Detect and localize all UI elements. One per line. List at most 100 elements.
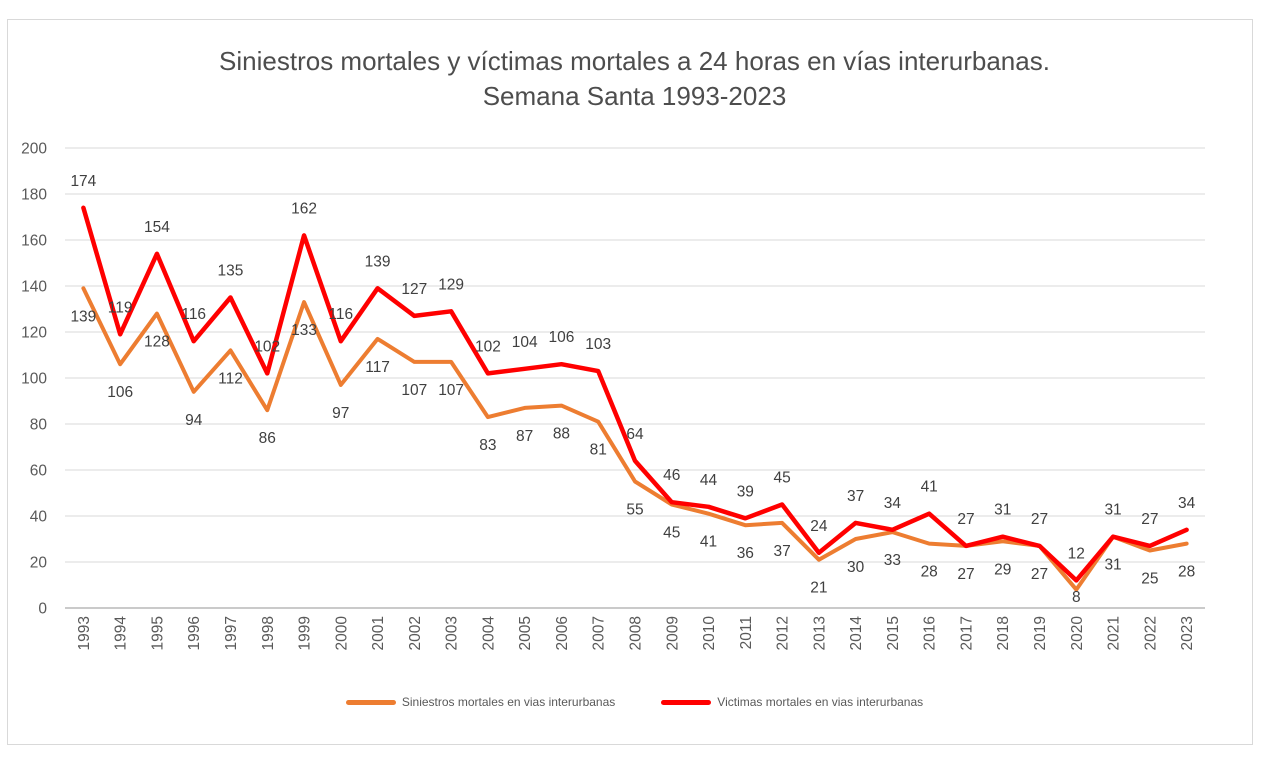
series-line-0 (81, 286, 1189, 592)
data-label: 64 (626, 426, 644, 443)
data-label: 135 (218, 263, 244, 280)
data-label: 107 (401, 382, 427, 399)
legend-label-siniestros: Siniestros mortales en vias interurbanas (401, 695, 616, 709)
data-label: 41 (921, 479, 938, 496)
x-axis-label: 2013 (811, 616, 828, 650)
x-axis-label: 2022 (1142, 616, 1159, 650)
x-axis-label: 1993 (76, 616, 93, 650)
legend-swatch-victimas-icon (661, 699, 712, 705)
data-label: 27 (1031, 511, 1048, 528)
data-label: 39 (737, 483, 754, 500)
data-label: 117 (365, 359, 390, 376)
data-label: 128 (144, 334, 170, 351)
y-axis-label: 180 (21, 187, 47, 204)
data-label: 87 (516, 428, 533, 445)
x-axis-label: 2021 (1106, 616, 1123, 650)
data-label: 139 (365, 253, 391, 270)
x-axis-label: 1994 (113, 616, 130, 651)
data-label: 127 (401, 281, 427, 298)
x-axis-label: 2005 (517, 616, 534, 650)
x-axis-label: 2008 (628, 616, 645, 650)
data-label: 28 (921, 564, 938, 581)
data-label: 45 (773, 470, 790, 487)
x-axis-label: 1999 (297, 616, 314, 650)
chart-legend: Siniestros mortales en vias interurbanas… (0, 695, 1269, 709)
data-label: 8 (1072, 589, 1081, 606)
data-label: 88 (553, 426, 570, 443)
data-label: 106 (107, 384, 133, 401)
x-axis-label: 1995 (149, 616, 166, 650)
data-label: 28 (1178, 564, 1195, 581)
data-label: 104 (512, 334, 538, 351)
data-label: 112 (218, 370, 243, 387)
data-label: 97 (332, 405, 349, 422)
data-label: 102 (475, 338, 501, 355)
data-label: 29 (994, 561, 1011, 578)
x-axis-label: 2001 (370, 616, 387, 650)
x-axis-label: 2017 (958, 616, 975, 650)
data-label: 41 (700, 534, 717, 551)
chart-title: Siniestros mortales y víctimas mortales … (0, 44, 1269, 114)
data-label: 154 (144, 219, 170, 236)
x-axis-label: 2012 (775, 616, 792, 650)
data-label: 30 (847, 559, 865, 576)
x-axis-label: 1996 (186, 616, 203, 650)
x-axis-label: 2015 (885, 616, 902, 650)
x-axis-label: 2000 (333, 616, 350, 651)
data-label: 83 (479, 437, 496, 454)
x-axis-label: 2019 (1032, 616, 1049, 650)
data-label: 37 (773, 543, 790, 560)
data-label: 81 (590, 442, 607, 459)
data-label: 106 (549, 329, 575, 346)
series-line-1 (81, 205, 1189, 583)
x-axis-label: 1998 (260, 616, 277, 650)
data-label: 12 (1068, 545, 1085, 562)
data-label: 27 (957, 566, 974, 583)
data-label: 116 (328, 306, 353, 323)
chart-title-line2: Semana Santa 1993-2023 (482, 81, 787, 111)
data-label: 102 (254, 338, 280, 355)
y-axis-label: 40 (30, 509, 48, 526)
data-label: 103 (585, 336, 611, 353)
y-axis-label: 200 (21, 141, 47, 158)
chart-frame (7, 19, 1253, 745)
x-axis-label: 1997 (223, 616, 240, 650)
y-axis-label: 160 (21, 233, 47, 250)
data-label: 174 (70, 173, 96, 190)
data-label: 139 (70, 308, 96, 325)
x-axis-label: 2020 (1069, 616, 1086, 651)
y-axis-label: 20 (30, 555, 48, 572)
y-axis-label: 80 (30, 417, 48, 434)
chart-title-line1: Siniestros mortales y víctimas mortales … (219, 46, 1050, 76)
data-label: 36 (737, 545, 754, 562)
x-axis-label: 2007 (591, 616, 608, 650)
x-axis-label: 2003 (444, 616, 461, 650)
y-axis-label: 140 (21, 279, 47, 296)
data-label: 46 (663, 467, 680, 484)
data-label: 94 (185, 412, 203, 429)
data-label: 107 (438, 382, 464, 399)
data-label: 34 (884, 495, 902, 512)
x-axis-label: 2004 (480, 616, 497, 651)
x-axis-label: 2014 (848, 616, 865, 651)
data-label: 45 (663, 525, 680, 542)
data-label: 129 (438, 276, 464, 293)
legend-item-victimas: Victimas mortales en vias interurbanas (661, 695, 923, 709)
data-label: 34 (1178, 495, 1196, 512)
data-label: 55 (626, 502, 643, 519)
data-label: 21 (810, 580, 827, 597)
data-label: 31 (1104, 557, 1121, 574)
legend-item-siniestros: Siniestros mortales en vias interurbanas (345, 695, 616, 709)
x-axis-label: 2009 (664, 616, 681, 650)
data-label: 31 (994, 502, 1011, 519)
x-axis-label: 2016 (922, 616, 939, 650)
data-label: 133 (291, 322, 317, 339)
data-label: 27 (1141, 511, 1158, 528)
data-label: 31 (1104, 502, 1121, 519)
legend-label-victimas: Victimas mortales en vias interurbanas (717, 695, 924, 709)
data-label: 33 (884, 552, 901, 569)
x-axis-label: 2006 (554, 616, 571, 650)
data-label: 44 (700, 472, 718, 489)
data-label: 116 (181, 306, 206, 323)
x-axis-label: 2002 (407, 616, 424, 650)
